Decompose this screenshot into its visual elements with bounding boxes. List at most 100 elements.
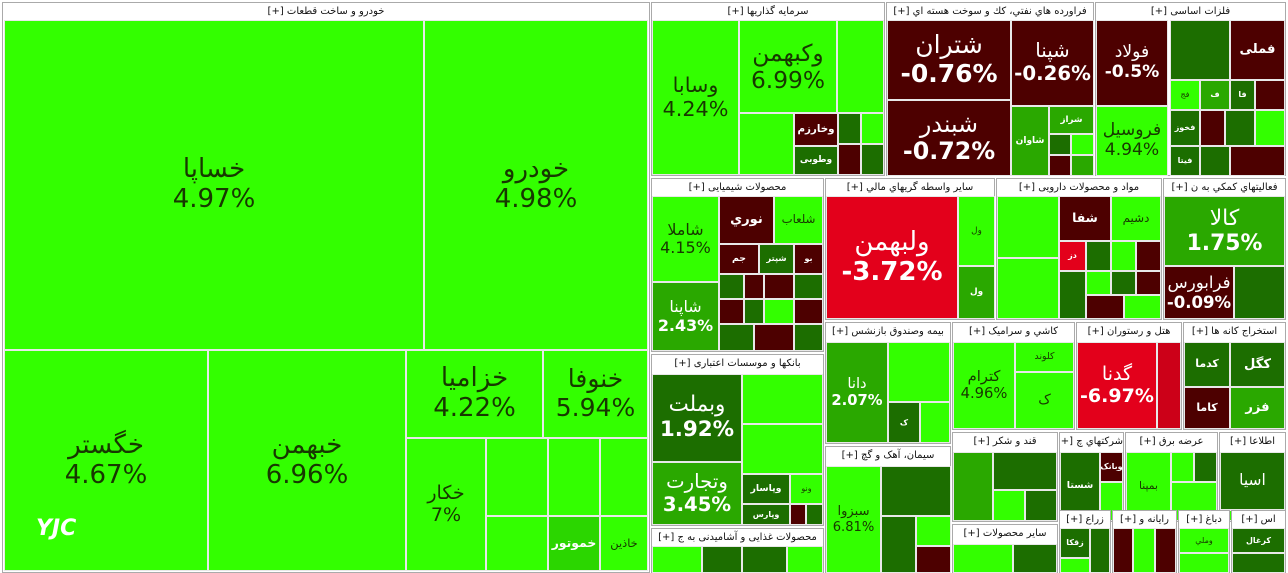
tile: فا — [1230, 80, 1255, 110]
tile: فج — [1170, 80, 1200, 110]
tile-label: شاپنا — [669, 297, 702, 317]
tile-label: کدما — [1195, 357, 1219, 371]
tile-small — [1171, 452, 1194, 482]
tile-small — [600, 438, 648, 516]
tile: کرغال — [1232, 528, 1285, 553]
tile: شراز — [1049, 106, 1094, 134]
tile: شلعاب — [774, 196, 823, 244]
tile: شتران -0.76% — [887, 20, 1011, 100]
tile-label: خزامیا — [440, 363, 509, 394]
tile-label: فخوز — [1174, 123, 1196, 133]
tile-label: خنوفا — [567, 364, 624, 394]
tile: خموتور — [548, 516, 600, 571]
sector-title: کاشي و سراميک [+] — [968, 326, 1059, 337]
tile-value: 6.81% — [832, 519, 875, 535]
tile-value: -6.97% — [1080, 384, 1154, 407]
tile-small — [1232, 553, 1285, 573]
tile-small — [739, 113, 794, 175]
tile-value: 2.07% — [831, 391, 883, 409]
tile-small — [548, 438, 600, 516]
tile-label: بو — [804, 254, 813, 264]
sector-title: محصولات غذایی و آشامیدنی به ج [+] — [658, 532, 817, 543]
tile-value: 4.96% — [960, 384, 1008, 402]
tile-label: ف — [1210, 90, 1220, 100]
tile: خساپا 4.97% — [4, 20, 424, 350]
tile-label: ول — [971, 225, 982, 236]
tile-label: ک — [899, 417, 909, 427]
tile-small — [1111, 241, 1136, 271]
tile-label: فولاد — [1114, 42, 1150, 63]
sector-title: بیمه وصندوق بازنشس [+] — [832, 326, 944, 337]
tile: خنوفا 5.94% — [543, 350, 648, 438]
tile: وسابا 4.24% — [652, 20, 739, 175]
tile-label: وپاسار — [750, 482, 782, 494]
sector-title: دباغ [+] — [1186, 514, 1222, 525]
tile: ف — [1200, 80, 1230, 110]
tile-label: دز — [1068, 251, 1077, 261]
tile-label: شپتر — [766, 253, 787, 264]
sector-title: شرکتهاي چ [+] — [1060, 436, 1123, 447]
tile-value: 1.75% — [1186, 231, 1263, 256]
tile-small — [744, 299, 764, 324]
tile-label: شاملا — [667, 219, 704, 239]
tile-small — [1170, 20, 1230, 80]
tile-value: -3.72% — [841, 256, 943, 287]
sector-title: سیمان، آهک و گچ [+] — [841, 450, 935, 461]
tile-label: نوري — [730, 212, 763, 228]
tile-value: -0.26% — [1014, 62, 1091, 85]
tile-small — [861, 113, 884, 144]
tile-small — [719, 299, 744, 324]
tile-label: زقکا — [1066, 538, 1084, 548]
tile: خکار 7% — [406, 438, 486, 571]
tile: فخوز — [1170, 110, 1200, 146]
tile: فرابورس -0.09% — [1164, 266, 1234, 319]
tile-small — [764, 274, 794, 299]
tile-small — [486, 516, 548, 571]
tile: شفا — [1059, 196, 1111, 241]
tile: نوري — [719, 196, 774, 244]
tile: ول — [958, 196, 995, 266]
tile-label: شبندر — [919, 109, 979, 138]
tile: شبندر -0.72% — [887, 100, 1011, 176]
tile-value: 3.45% — [662, 492, 732, 516]
tile-label: وخارزم — [797, 122, 835, 135]
tile: شپتر — [759, 244, 794, 274]
tile-small — [1059, 271, 1086, 319]
tile-small — [1225, 110, 1255, 146]
tile: سبزوا 6.81% — [826, 466, 881, 573]
tile: وبملت 1.92% — [652, 374, 742, 462]
tile-label: خبهمن — [271, 429, 343, 460]
tile-small — [1025, 490, 1057, 521]
tile-value: -0.76% — [900, 59, 998, 88]
tile-small — [1255, 80, 1285, 110]
tile-value: 2.43% — [657, 315, 714, 335]
tile-small — [1234, 266, 1285, 319]
tile-label: شستا — [1066, 480, 1094, 492]
sector-title: خودرو و ساخت قطعات [+] — [267, 6, 385, 17]
tile-small — [486, 438, 548, 516]
tile-small — [1194, 452, 1217, 482]
tile-small — [764, 299, 794, 324]
tile-small — [953, 452, 993, 521]
tile: کگل — [1230, 342, 1285, 387]
tile-label: ونو — [801, 484, 812, 494]
tile: فروسیل 4.94% — [1096, 106, 1168, 176]
tile: فملی — [1230, 20, 1285, 80]
sector-title: قند و شکر [+] — [973, 436, 1037, 447]
watermark: YJC — [36, 516, 77, 541]
tile-label: ولبهمن — [854, 226, 930, 257]
tile-label: فرابورس — [1167, 273, 1231, 293]
tile-small — [993, 490, 1025, 521]
tile: دانا 2.07% — [826, 342, 888, 443]
tile: شاوان — [1011, 106, 1049, 176]
tile-small — [742, 424, 823, 474]
tile-small — [1255, 110, 1285, 146]
tile-value: 1.92% — [659, 417, 735, 442]
tile: وخارزم — [794, 113, 838, 146]
tile: ک — [888, 402, 920, 443]
sector-title: استخراج کانه ها [+] — [1191, 326, 1278, 337]
tile-small — [997, 258, 1059, 319]
tile-label: شراز — [1060, 114, 1083, 125]
tile-small — [1071, 134, 1094, 155]
tile-label: کترام — [967, 367, 1001, 385]
